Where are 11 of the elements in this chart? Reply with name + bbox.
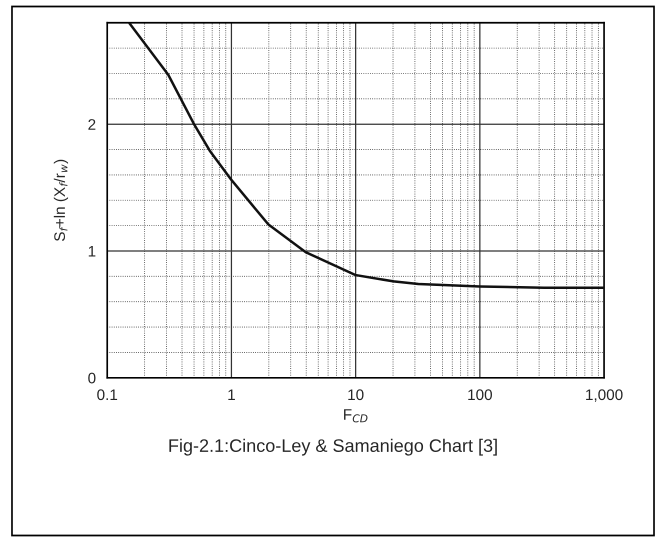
text: Fig-2.1:Cinco-Ley & Samaniego Chart [3]	[169, 438, 497, 456]
x-axis-title: F$_{CD}$	[344, 409, 368, 422]
x-tick-label: 1	[228, 389, 235, 400]
x-tick-label: 0.1	[97, 389, 118, 400]
y-tick-label: 0	[88, 372, 96, 384]
y-tick-label: 2	[88, 119, 96, 130]
x-tick-label: 100	[468, 389, 492, 400]
x-tick-label: 10	[348, 389, 364, 400]
x-tick-label: 1,000	[586, 389, 623, 402]
y-axis-title: S$_{f}$+ln (X$_{f}$/r$_{w}$)	[54, 160, 68, 242]
y-tick-label: 1	[88, 246, 96, 257]
